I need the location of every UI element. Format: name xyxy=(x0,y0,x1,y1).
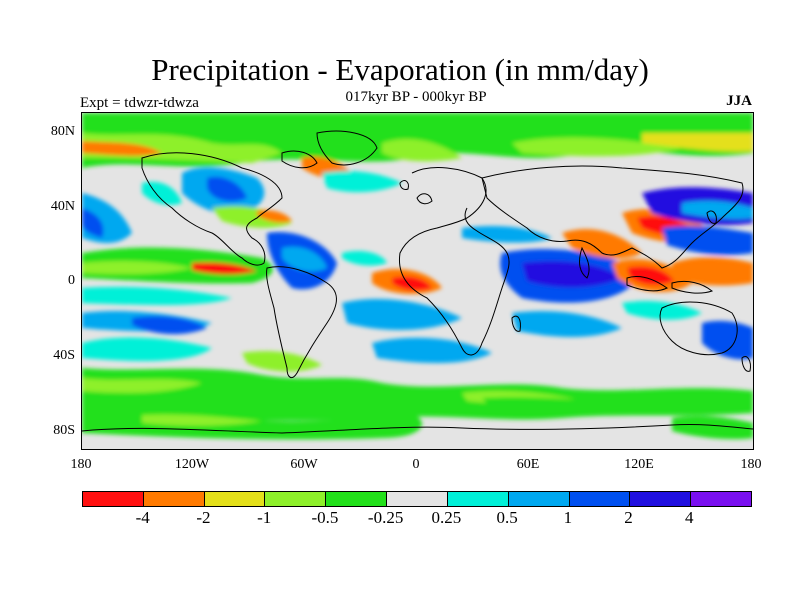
colorbar-swatch xyxy=(630,492,692,506)
colorbar-label: -1 xyxy=(257,508,272,527)
map-field xyxy=(82,113,753,449)
season-label: JJA xyxy=(726,93,752,109)
map-title: Precipitation - Evaporation (in mm/day) xyxy=(151,52,649,87)
lon-label-120e: 120E xyxy=(624,457,654,472)
colorbar-label: 0.25 xyxy=(431,508,462,527)
lon-label-60e: 60E xyxy=(516,457,540,472)
coastlines xyxy=(82,130,753,434)
colorbar-label: -2 xyxy=(196,508,211,527)
colorbar-label: -0.25 xyxy=(367,508,404,527)
lon-label-60w: 60W xyxy=(290,457,318,472)
colorbar-swatch xyxy=(326,492,388,506)
lon-label-180w: 180 xyxy=(70,457,92,472)
lat-label-0: 0 xyxy=(68,273,75,288)
colorbar-swatch xyxy=(143,492,205,506)
experiment-label: Expt = tdwzr-tdwza xyxy=(80,95,199,111)
lat-label-80n: 80N xyxy=(50,124,75,139)
map-subtitle: 017kyr BP - 000kyr BP xyxy=(345,89,487,105)
colorbar-swatch xyxy=(265,492,327,506)
colorbar-label: 2 xyxy=(624,508,633,527)
colorbar-swatch xyxy=(691,492,751,506)
colorbar-swatch xyxy=(83,492,144,506)
map-panel xyxy=(81,112,754,450)
colorbar-label: 1 xyxy=(563,508,573,527)
lon-label-180e: 180 xyxy=(740,457,762,472)
colorbar-label: 4 xyxy=(685,508,694,527)
colorbar-swatch xyxy=(387,492,448,506)
colorbar-swatch xyxy=(508,492,570,506)
colorbar-label: 0.5 xyxy=(496,508,518,527)
colorbar-swatch xyxy=(569,492,631,506)
colorbar-swatch xyxy=(204,492,266,506)
colorbar xyxy=(82,491,752,507)
lon-label-0: 0 xyxy=(412,457,420,472)
colorbar-label: -4 xyxy=(135,508,150,527)
lat-label-40s: 40S xyxy=(53,348,75,363)
colorbar-swatch xyxy=(447,492,509,506)
lat-label-80s: 80S xyxy=(53,423,75,438)
colorbar-label: -0.5 xyxy=(311,508,339,527)
lat-label-40n: 40N xyxy=(50,199,75,214)
lon-label-120w: 120W xyxy=(174,457,210,472)
